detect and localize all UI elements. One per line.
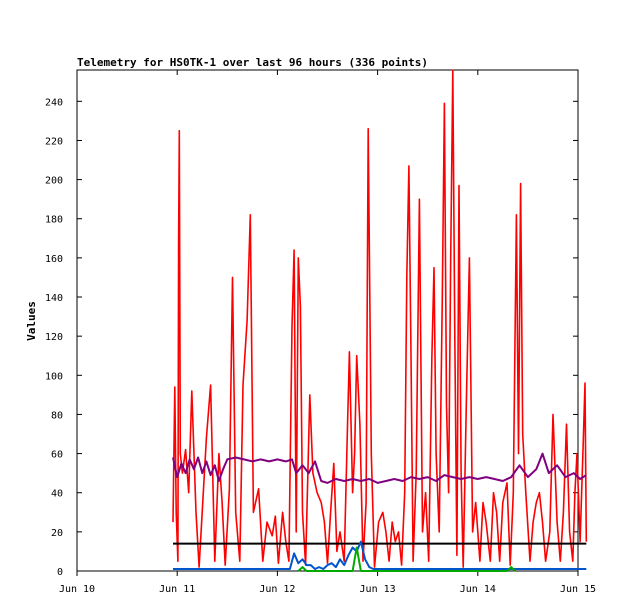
y-axis-label: Values [25, 301, 38, 341]
chart-title: Telemetry for HS0TK-1 over last 96 hours… [77, 56, 428, 69]
plot-frame [76, 69, 579, 572]
x-tick-label: Jun 12 [259, 584, 295, 595]
y-tick-label: 0 [57, 567, 63, 578]
y-tick-label: 220 [45, 136, 63, 147]
y-tick-label: 200 [45, 176, 63, 187]
series-line-5 [297, 546, 517, 572]
y-tick-label: 20 [51, 528, 63, 539]
series-line-1 [172, 69, 588, 568]
y-tick-label: 100 [45, 371, 63, 382]
series-line-4 [173, 540, 587, 570]
series-layer [172, 69, 588, 572]
x-tick-label: Jun 15 [560, 584, 596, 595]
series-line-2 [172, 452, 587, 484]
y-tick-label: 140 [45, 293, 63, 304]
y-axis: 0 20 40 60 80 100 120 140 160 180 200 220 240 [45, 97, 578, 578]
x-tick-label: Jun 11 [159, 584, 195, 595]
x-axis: Jun 10 Jun 11 Jun 12 Jun 13 Jun 14 Jun 15 [59, 70, 596, 595]
y-tick-label: 80 [51, 410, 63, 421]
y-tick-label: 240 [45, 97, 63, 108]
y-tick-label: 160 [45, 254, 63, 265]
y-tick-label: 180 [45, 215, 63, 226]
y-tick-label: 60 [51, 450, 63, 461]
y-tick-label: 120 [45, 332, 63, 343]
x-tick-label: Jun 10 [59, 584, 95, 595]
x-tick-label: Jun 13 [360, 584, 396, 595]
x-tick-label: Jun 14 [460, 584, 496, 595]
y-tick-label: 40 [51, 489, 63, 500]
